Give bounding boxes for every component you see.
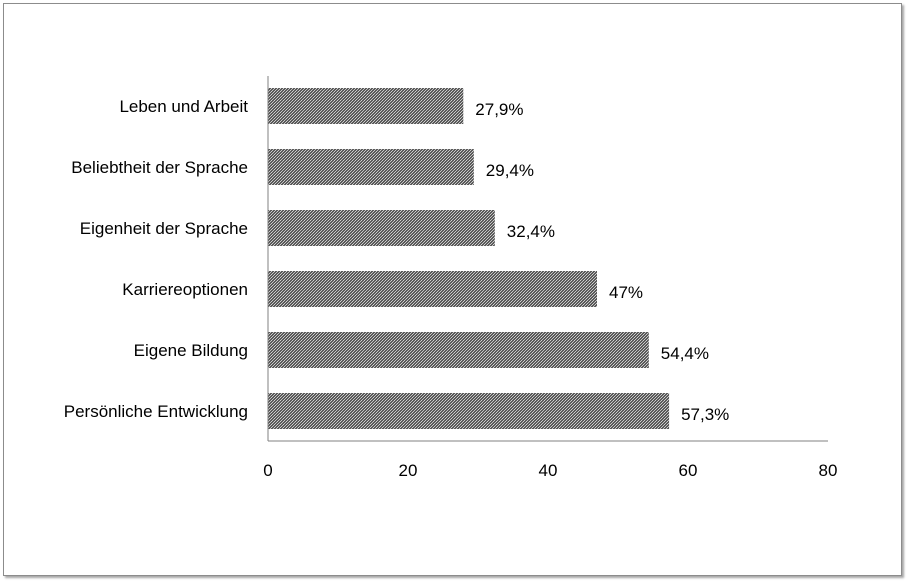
data-label-persoenliche-entwicklung: 57,3% (681, 405, 729, 424)
bar-karriereoptionen (268, 271, 597, 307)
category-label-beliebtheit-der-sprache: Beliebtheit der Sprache (71, 158, 248, 177)
bar-eigene-bildung (268, 332, 649, 368)
x-tick-label-60: 60 (679, 461, 698, 480)
chart-frame: Leben und Arbeit 27,9% Beliebtheit der Spr… (3, 3, 902, 576)
x-tick-label-20: 20 (399, 461, 418, 480)
data-label-eigene-bildung: 54,4% (661, 344, 709, 363)
category-label-karriereoptionen: Karriereoptionen (122, 280, 248, 299)
horizontal-bar-chart: Leben und Arbeit 27,9% Beliebtheit der Spr… (64, 76, 838, 480)
category-label-eigene-bildung: Eigene Bildung (134, 341, 248, 360)
x-tick-label-0: 0 (263, 461, 272, 480)
x-tick-label-80: 80 (819, 461, 838, 480)
bar-leben-und-arbeit (268, 88, 464, 124)
data-label-beliebtheit-der-sprache: 29,4% (486, 161, 534, 180)
data-label-leben-und-arbeit: 27,9% (475, 100, 523, 119)
x-tick-label-40: 40 (539, 461, 558, 480)
bar-beliebtheit-der-sprache (268, 149, 474, 185)
category-label-eigenheit-der-sprache: Eigenheit der Sprache (80, 219, 248, 238)
bar-eigenheit-der-sprache (268, 210, 495, 246)
category-label-persoenliche-entwicklung: Persönliche Entwicklung (64, 402, 248, 421)
data-label-eigenheit-der-sprache: 32,4% (507, 222, 555, 241)
data-label-karriereoptionen: 47% (609, 283, 643, 302)
category-label-leben-und-arbeit: Leben und Arbeit (119, 97, 248, 116)
bar-persoenliche-entwicklung (268, 393, 670, 429)
